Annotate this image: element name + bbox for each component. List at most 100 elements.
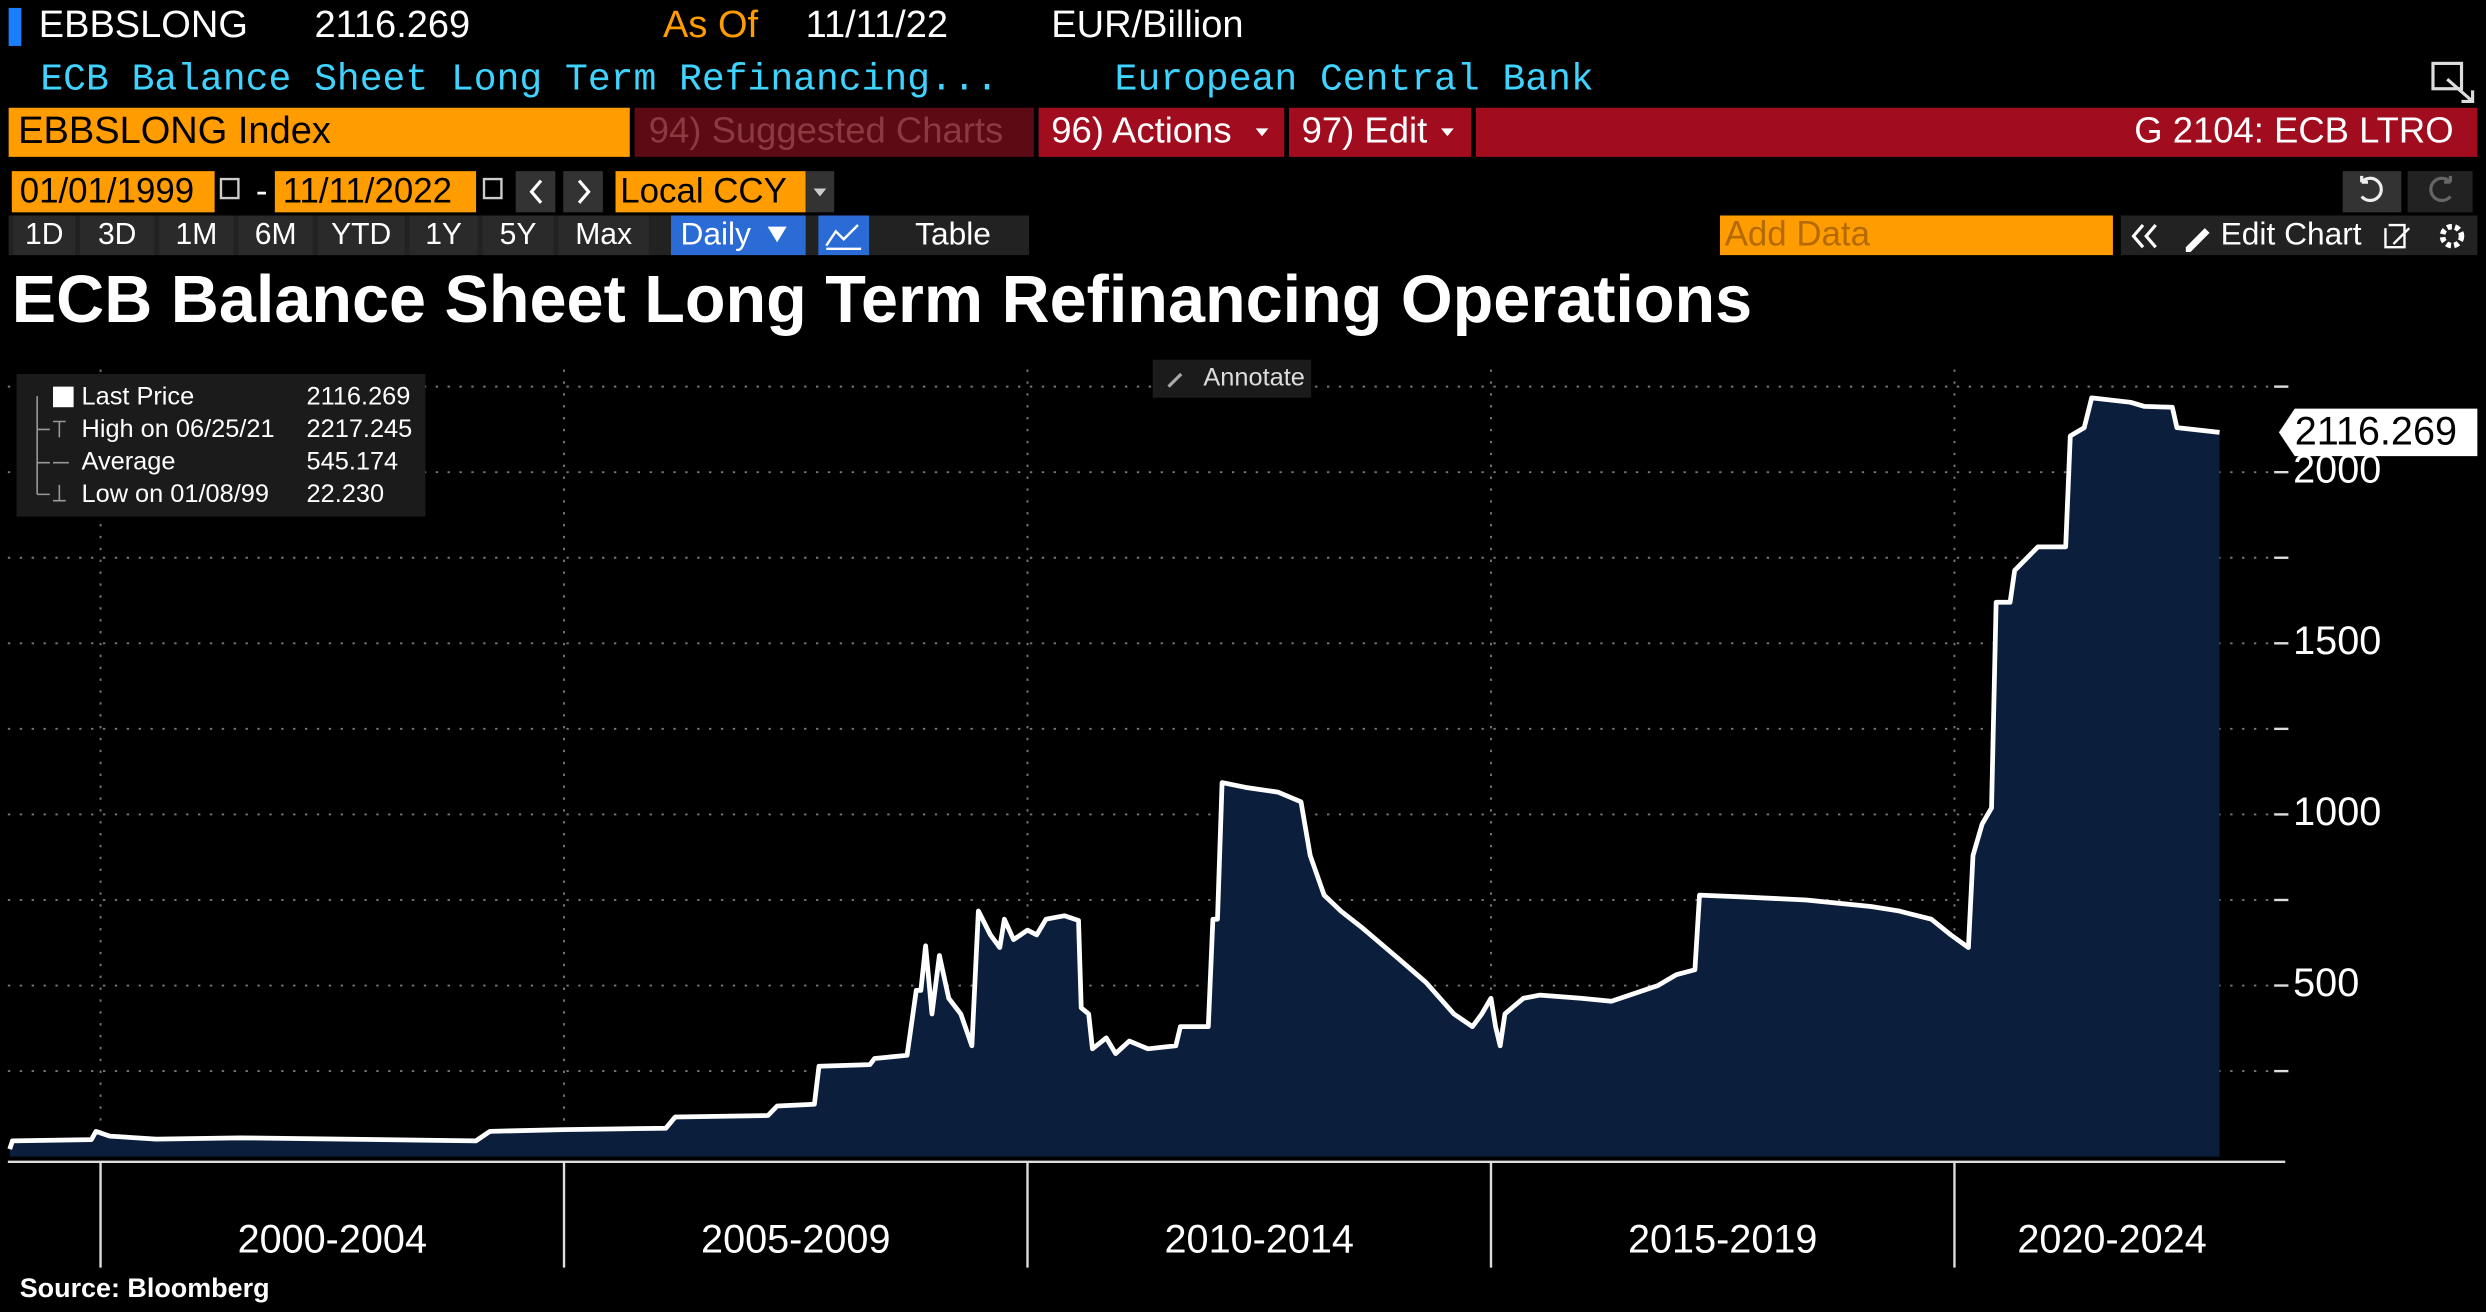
start-date-box[interactable] bbox=[11, 171, 215, 213]
add-data: Add Data bbox=[1725, 214, 1871, 253]
settings-icon[interactable] bbox=[2439, 223, 2465, 249]
table[interactable]: Table bbox=[915, 215, 991, 251]
chart-tools-bar bbox=[2120, 215, 2478, 256]
plot: 2000-2004 2005-2009 2010-2014 2015-2019 2020… bbox=[7, 369, 2478, 1268]
legend-value: 545.174 bbox=[307, 447, 399, 475]
annotate-icon bbox=[1167, 372, 1183, 388]
header: EBBSLONG 2116.269 As Of 11/11/22 EUR/Bil… bbox=[39, 4, 1594, 101]
period-label: Max bbox=[575, 218, 632, 251]
period-label: 6M bbox=[255, 218, 297, 251]
next-button[interactable] bbox=[563, 171, 603, 213]
x-tick-label: 2010-2014 bbox=[1165, 1218, 1354, 1262]
legend-value: 22.230 bbox=[307, 480, 385, 508]
dropdown-arrow bbox=[767, 226, 787, 243]
add-data-box[interactable] bbox=[1719, 215, 2113, 256]
currency-box[interactable] bbox=[615, 171, 806, 213]
separator: - bbox=[256, 172, 268, 211]
period-label: 3D bbox=[98, 218, 136, 251]
popout-icon[interactable] bbox=[2431, 61, 2475, 103]
legend-value: 2217.245 bbox=[307, 415, 413, 443]
period-buttons: 1D 3D 1M 6M YTD 1Y 5Y Max bbox=[13, 215, 649, 256]
dropdown-arrow bbox=[813, 188, 827, 197]
period-button[interactable] bbox=[238, 215, 313, 256]
undo-icon bbox=[2360, 175, 2383, 202]
end-date: 11/11/2022 bbox=[283, 172, 452, 211]
units: EUR/Billion bbox=[1051, 4, 1243, 46]
last-price-label: 2116.269 bbox=[2295, 409, 2457, 453]
prev-arrow bbox=[529, 179, 543, 204]
period-button[interactable] bbox=[13, 215, 76, 256]
dropdown-arrow bbox=[1441, 128, 1454, 137]
calendar-icon[interactable] bbox=[482, 177, 503, 200]
legend-label: Last Price bbox=[82, 382, 195, 410]
function-bar bbox=[1475, 107, 2478, 157]
y-tick-label: 500 bbox=[2293, 961, 2359, 1005]
prev-button[interactable] bbox=[515, 171, 556, 213]
x-tick-label: 2015-2019 bbox=[1628, 1218, 1817, 1262]
period-label: 1D bbox=[25, 218, 63, 251]
legend-entries: Last Price 2116.269 High on 06/25/21 2217.2… bbox=[36, 382, 413, 508]
period-button[interactable] bbox=[409, 215, 478, 256]
calendar-icon[interactable] bbox=[219, 177, 240, 200]
security: EBBSLONG Index bbox=[18, 110, 331, 152]
edit-chart[interactable]: Edit Chart bbox=[2221, 215, 2362, 251]
legend-tree bbox=[36, 396, 69, 502]
area bbox=[9, 397, 2220, 1157]
period-button[interactable] bbox=[79, 215, 155, 256]
line bbox=[7, 395, 2220, 1150]
period-button[interactable] bbox=[159, 215, 234, 256]
source-name: European Central Bank bbox=[1115, 58, 1594, 101]
x-tick-label: 2020-2024 bbox=[2017, 1218, 2206, 1262]
frequency: Daily bbox=[680, 215, 751, 251]
ticker: EBBSLONG bbox=[39, 4, 248, 46]
period-button[interactable] bbox=[482, 215, 554, 256]
actions-button[interactable] bbox=[1038, 107, 1285, 157]
legend-label: High on 06/25/21 bbox=[82, 415, 275, 443]
annotate-button[interactable] bbox=[1152, 359, 1312, 398]
y-tick-label: 1000 bbox=[2293, 790, 2381, 834]
end-date-box[interactable] bbox=[274, 171, 477, 213]
collapse-icon[interactable] bbox=[2131, 223, 2157, 249]
period-label: 5Y bbox=[500, 218, 537, 251]
period-label: YTD bbox=[331, 218, 391, 251]
legend-value: 2116.269 bbox=[307, 382, 411, 410]
legend-swatch bbox=[53, 386, 74, 408]
dropdown-arrow bbox=[1255, 128, 1269, 137]
suggested: 94) Suggested Charts bbox=[649, 110, 1003, 151]
legend-label: Low on 01/08/99 bbox=[82, 480, 269, 508]
next-arrow bbox=[577, 179, 591, 204]
period-button[interactable] bbox=[558, 215, 649, 256]
cursor bbox=[8, 7, 22, 46]
frequency-button[interactable] bbox=[670, 215, 806, 256]
edit-button[interactable] bbox=[1288, 107, 1472, 157]
x-tick-label: 2005-2009 bbox=[701, 1218, 890, 1262]
edit-icon[interactable] bbox=[2384, 223, 2411, 249]
as-of-date: 11/11/22 bbox=[806, 4, 948, 46]
suggested-button[interactable] bbox=[634, 107, 1034, 157]
period-button[interactable] bbox=[317, 215, 405, 256]
redo-icon bbox=[2429, 175, 2453, 202]
x-tick-label: 2000-2004 bbox=[238, 1218, 427, 1262]
edit: 97) Edit bbox=[1302, 110, 1428, 151]
description: ECB Balance Sheet Long Term Refinancing.… bbox=[40, 58, 998, 101]
actions: 96) Actions bbox=[1051, 110, 1231, 151]
source: Source: Bloomberg bbox=[20, 1273, 270, 1303]
chart-type-icon bbox=[825, 224, 862, 250]
annotate: Annotate bbox=[1203, 363, 1304, 391]
legend bbox=[16, 373, 426, 517]
currency: Local CCY bbox=[620, 172, 787, 211]
y-tick-label: 1500 bbox=[2293, 619, 2381, 663]
as-of-label: As Of bbox=[663, 4, 758, 46]
pencil-icon bbox=[2185, 228, 2210, 252]
last-price-tag bbox=[2278, 408, 2478, 457]
chart-title: ECB Balance Sheet Long Term Refinancing … bbox=[12, 263, 1752, 337]
period-label: 1M bbox=[176, 218, 218, 251]
period-label: 1Y bbox=[425, 218, 462, 251]
legend-label: Average bbox=[82, 447, 176, 475]
security-box[interactable] bbox=[8, 107, 630, 157]
function: G 2104: ECB LTRO bbox=[2134, 110, 2453, 151]
start-date: 01/01/1999 bbox=[20, 172, 194, 211]
